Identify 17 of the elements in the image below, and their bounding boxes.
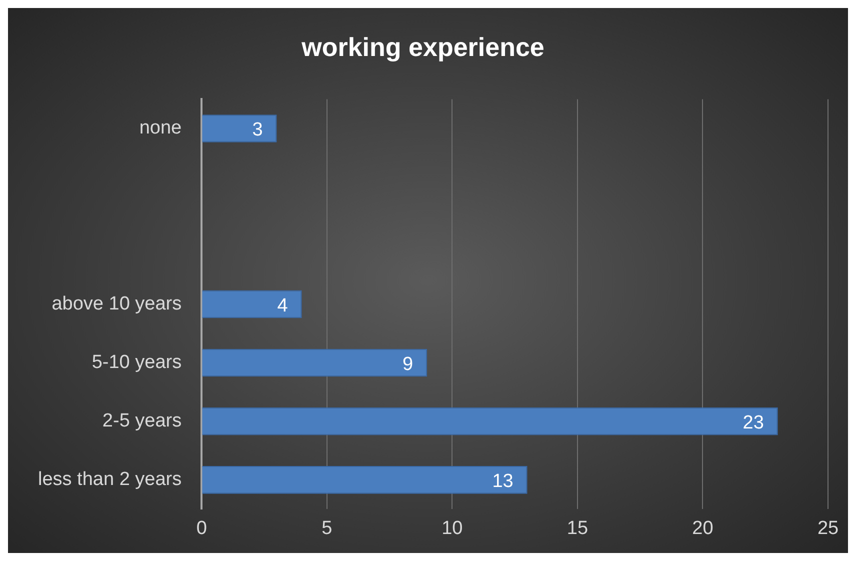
y-tick-label: above 10 years — [52, 293, 182, 314]
x-tick-label: 0 — [196, 518, 207, 539]
y-tick-label: none — [139, 118, 182, 139]
x-tick-label: 25 — [817, 518, 839, 539]
data-label: 3 — [252, 120, 263, 141]
data-label: 23 — [742, 412, 764, 434]
x-tick-label: 5 — [322, 518, 332, 539]
x-tick-label: 10 — [442, 518, 463, 539]
data-label: 9 — [402, 354, 414, 376]
y-tick-label: 2-5 years — [102, 410, 182, 432]
chart-title: working experience — [300, 32, 544, 62]
data-label: 13 — [492, 471, 514, 492]
y-tick-label: less than 2 years — [38, 469, 182, 490]
x-tick-label: 20 — [692, 518, 714, 539]
x-tick-label: 15 — [566, 518, 588, 539]
y-tick-label: 5-10 years — [92, 352, 182, 374]
data-label: 4 — [277, 295, 288, 316]
